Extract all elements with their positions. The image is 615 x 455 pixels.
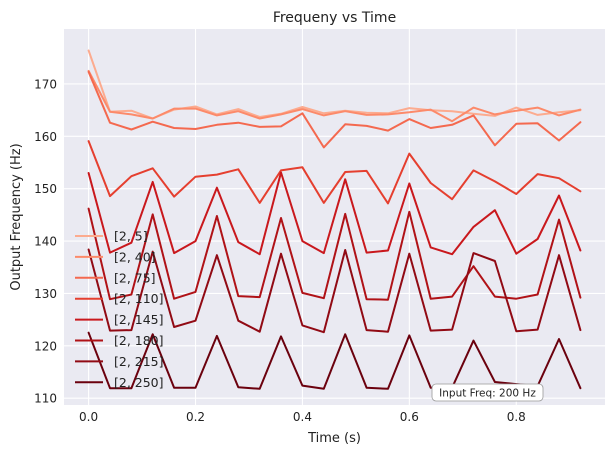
annotation-frame — [431, 383, 544, 402]
x-tick-label: 0.4 — [293, 410, 312, 424]
series-line-4 — [87, 171, 582, 256]
legend-label: [2, 250] — [114, 375, 164, 390]
x-tick-label: 0.8 — [507, 410, 526, 424]
legend-label: [2, 180] — [114, 333, 164, 348]
y-tick-label: 160 — [34, 130, 57, 144]
legend: [2, 5] [2, 40] [2, 75] [2, 110] [2, 145] [2, … — [75, 229, 164, 390]
chart-title: Frequeny vs Time — [273, 10, 396, 26]
x-tick-label: 0.0 — [79, 410, 98, 424]
x-axis-ticks: 0.0 0.2 0.4 0.6 0.8 — [79, 410, 526, 424]
series-line-6 — [87, 248, 582, 334]
y-tick-label: 130 — [34, 287, 57, 301]
legend-label: [2, 110] — [114, 291, 164, 306]
y-axis-label: Output Frequency (Hz) — [9, 143, 24, 290]
annotation-text: Input Freq: 200 Hz — [439, 388, 536, 400]
x-tick-label: 0.6 — [400, 410, 419, 424]
y-axis-ticks: 110 120 130 140 150 160 170 — [34, 77, 57, 405]
series-line-2 — [87, 70, 582, 149]
y-tick-label: 110 — [34, 392, 57, 406]
series-line-3 — [87, 140, 582, 205]
series-line-1 — [87, 69, 582, 123]
series-line-7 — [87, 331, 582, 390]
legend-label: [2, 5] — [114, 229, 148, 244]
x-tick-label: 0.2 — [186, 410, 205, 424]
y-tick-label: 140 — [34, 235, 57, 249]
y-tick-label: 170 — [34, 77, 57, 91]
legend-label: [2, 215] — [114, 354, 164, 369]
series-line-5 — [87, 207, 582, 301]
series-lines — [87, 49, 582, 390]
x-axis-label: Time (s) — [307, 431, 361, 446]
annotation-box: Input Freq: 200 Hz — [431, 383, 544, 402]
legend-label: [2, 145] — [114, 312, 164, 327]
legend-label: [2, 40] — [114, 249, 156, 264]
y-tick-label: 120 — [34, 339, 57, 353]
legend-label: [2, 75] — [114, 270, 156, 285]
y-tick-label: 150 — [34, 182, 57, 196]
